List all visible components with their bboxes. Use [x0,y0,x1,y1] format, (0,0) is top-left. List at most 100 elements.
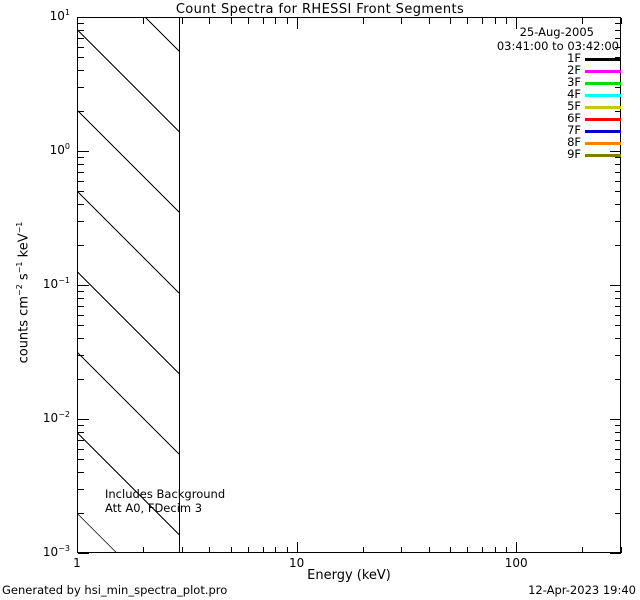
axis-tick [275,18,276,24]
axis-tick [615,245,621,246]
axis-tick [467,547,468,553]
axis-tick [78,379,84,380]
axis-tick [287,18,288,24]
y-tick-exponent: −2 [58,410,70,419]
axis-tick [209,547,210,553]
axis-tick [506,547,507,553]
y-tick-base: 10 [49,9,65,23]
y-tick-base: 10 [42,545,59,559]
axis-tick [78,172,84,173]
axis-tick [78,440,84,441]
axis-tick [621,547,622,553]
axis-tick [78,513,84,514]
axis-tick [78,191,84,192]
axis-tick [77,542,78,553]
axis-tick [78,23,84,24]
axis-tick [615,221,621,222]
legend-entry-color-swatch [585,57,621,61]
axis-tick [78,553,89,554]
legend-entry-5f[interactable]: 5F [416,100,621,113]
y-tick-base: 10 [49,143,65,157]
axis-tick [401,18,402,24]
axis-tick [78,181,84,182]
page-title: Count Spectra for RHESSI Front Segments [175,2,465,17]
axis-tick [363,18,364,24]
axis-tick [248,18,249,24]
legend-date: 25-Aug-2005 [519,25,594,39]
axis-tick [78,30,84,31]
axis-tick [615,379,621,380]
axis-tick [263,18,264,24]
axis-tick [363,547,364,553]
legend-entry-color-swatch [585,141,621,145]
axis-tick [615,489,621,490]
y-tick-exponent: 1 [64,8,70,17]
axis-tick [77,18,78,29]
axis-tick [78,151,89,152]
y-tick-base: 10 [42,411,59,425]
legend-entry-color-swatch [585,129,621,133]
legend-entry-7f[interactable]: 7F [416,124,621,137]
legend-entries: 1F 2F 3F 4F 5F 6F 7F 8F 9F [416,51,621,162]
axis-tick [615,298,621,299]
axis-tick [78,245,84,246]
legend-entry-2f[interactable]: 2F [416,64,621,77]
legend-entry-label: 9F [567,147,581,162]
axis-tick [615,87,621,88]
y-axis-tick-label: 100 [8,142,70,157]
hatch-region-right-edge [178,18,180,552]
axis-tick [78,38,84,39]
axis-tick [450,18,451,24]
axis-tick [610,17,621,18]
axis-tick [516,542,517,553]
axis-tick [78,432,84,433]
axis-tick [78,285,89,286]
axis-tick [516,18,517,29]
axis-tick [615,338,621,339]
excluded-energy-band-hatch [78,18,180,552]
axis-tick [78,355,84,356]
legend-entry-4f[interactable]: 4F [416,88,621,101]
axis-tick [610,285,621,286]
axis-tick [495,547,496,553]
axis-tick [506,18,507,24]
axis-tick [143,18,144,24]
axis-tick [610,151,621,152]
legend-entry-color-swatch [585,117,621,121]
legend-entry-6f[interactable]: 6F [416,111,621,126]
legend-entry-label: 1F [567,51,581,66]
axis-tick [615,306,621,307]
axis-tick [287,547,288,553]
axis-tick [621,18,622,24]
axis-tick [615,23,621,24]
axis-tick [143,547,144,553]
legend-entry-label: 6F [567,111,581,126]
axis-tick [78,291,84,292]
axis-tick [78,298,84,299]
axis-tick [78,459,84,460]
y-axis-title-exp-c: −1 [15,221,25,234]
axis-tick [275,547,276,553]
legend: 25-Aug-2005 03:41:00 to 03:42:00 1F 2F 3F 4… [416,25,621,162]
legend-entry-9f[interactable]: 9F [416,147,621,162]
axis-tick [78,17,89,18]
axis-tick [78,221,84,222]
y-axis-title: counts cm−2 s−1 keV−1 [15,183,32,403]
axis-tick [297,542,298,553]
axis-tick [209,18,210,24]
legend-entry-1f[interactable]: 1F [416,51,621,66]
axis-tick [78,111,84,112]
legend-entry-8f[interactable]: 8F [416,135,621,150]
axis-tick [482,18,483,24]
legend-entry-color-swatch [585,105,621,109]
axis-tick [78,449,84,450]
y-axis-title-text-a: counts cm [16,296,32,364]
y-tick-exponent: 0 [64,142,70,151]
legend-entry-3f[interactable]: 3F [416,76,621,89]
x-axis-tick-label: 100 [504,556,528,570]
legend-entry-label: 8F [567,135,581,150]
legend-time-range: 03:41:00 to 03:42:00 [496,38,619,53]
plot-area: Includes Background Att A0, FDecim 3 [78,18,620,552]
plot-annotations: Includes Background Att A0, FDecim 3 [105,487,225,516]
y-axis-tick-label: 10−3 [8,545,70,559]
